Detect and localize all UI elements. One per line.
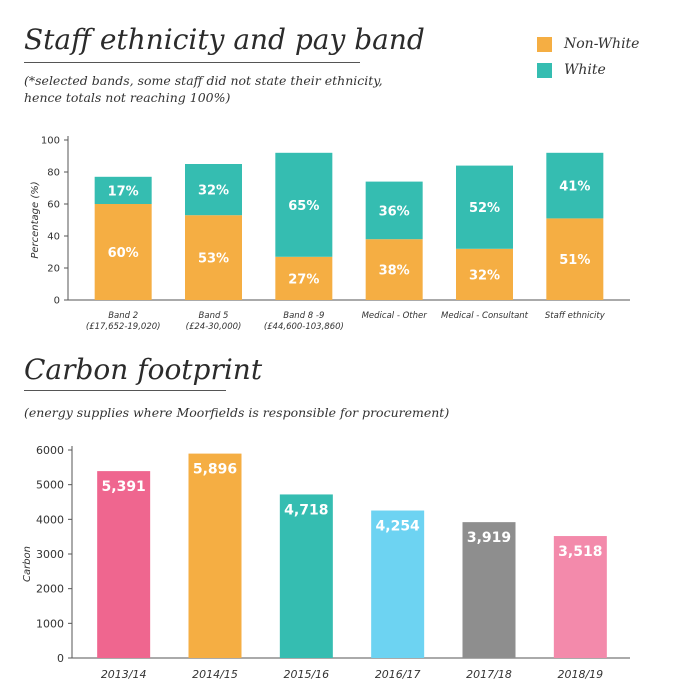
staff-x-tick-label: (£24-30,000) xyxy=(186,322,242,332)
carbon-footprint-chart: 0 1000 2000 3000 4000 5000 6000 Carbon 5,391 2013… xyxy=(22,444,630,681)
carbon-bar xyxy=(553,536,607,658)
staff-bar-white xyxy=(365,181,423,240)
staff-bar-value-label: 36% xyxy=(379,204,410,219)
staff-bar-non-white xyxy=(546,218,604,300)
carbon-bar xyxy=(462,522,516,658)
legend-item-white: White xyxy=(537,62,639,78)
carbon-bar-value-label: 3,919 xyxy=(467,530,511,546)
carbon-chart-subtitle: (energy supplies where Moorfields is res… xyxy=(24,405,450,420)
carbon-chart-title: Carbon footprint xyxy=(24,353,263,386)
staff-y-tick-label: 80 xyxy=(47,168,60,179)
staff-bar-value-label: 38% xyxy=(379,264,410,279)
carbon-y-tick-label: 5000 xyxy=(36,479,64,492)
staff-bar-white xyxy=(546,152,604,219)
staff-bar-white xyxy=(275,152,333,257)
staff-bar-value-label: 32% xyxy=(469,268,500,283)
carbon-x-tick-label: 2016/17 xyxy=(375,668,421,681)
staff-y-tick-label: 100 xyxy=(41,136,60,147)
carbon-y-tick-label: 3000 xyxy=(36,548,64,561)
staff-x-tick-label: Medical - Other xyxy=(362,311,428,321)
carbon-bar xyxy=(97,471,151,658)
staff-bar-white xyxy=(185,164,242,216)
carbon-y-axis-label: Carbon xyxy=(22,546,33,582)
staff-bar-value-label: 17% xyxy=(108,184,139,199)
staff-bar-non-white xyxy=(456,248,513,300)
staff-chart-subtitle: (*selected bands, some staff did not sta… xyxy=(24,72,424,106)
legend-swatch-white xyxy=(537,62,552,78)
staff-chart-title: Staff ethnicity and pay band xyxy=(24,23,425,56)
staff-chart-legend: Non-White White xyxy=(537,36,639,78)
staff-bar-value-label: 52% xyxy=(469,201,500,216)
carbon-bar xyxy=(371,510,425,658)
carbon-x-tick-label: 2018/19 xyxy=(557,668,603,681)
staff-subtitle-line-2: hence totals not reaching 100%) xyxy=(24,90,231,105)
staff-x-tick-label: Band 8 -9 xyxy=(283,311,324,321)
carbon-x-tick-label: 2015/16 xyxy=(283,668,329,681)
staff-bar-non-white xyxy=(94,204,152,300)
staff-x-tick-label: Band 2 xyxy=(108,311,138,321)
carbon-bar-value-label: 4,718 xyxy=(284,502,328,518)
carbon-x-tick-label: 2014/15 xyxy=(192,668,238,681)
legend-label-white: White xyxy=(564,62,606,78)
staff-y-tick-label: 0 xyxy=(54,296,60,307)
staff-x-tick-label: (£44,600-103,860) xyxy=(264,322,344,332)
staff-x-tick-label: Staff ethnicity xyxy=(545,311,606,321)
carbon-bar xyxy=(279,494,333,658)
staff-bar-value-label: 27% xyxy=(288,272,319,287)
staff-y-tick-label: 60 xyxy=(47,200,60,211)
carbon-bar-value-label: 5,896 xyxy=(193,462,237,478)
staff-bar-value-label: 60% xyxy=(108,246,139,261)
staff-subtitle-line-1: (*selected bands, some staff did not sta… xyxy=(24,73,383,88)
staff-title-rule xyxy=(24,62,360,63)
carbon-bar xyxy=(188,453,242,658)
carbon-x-tick-label: 2017/18 xyxy=(466,668,512,681)
staff-y-axis-label: Percentage (%) xyxy=(30,181,41,258)
carbon-y-tick-label: 1000 xyxy=(36,617,64,630)
carbon-bar-value-label: 5,391 xyxy=(102,479,146,495)
carbon-bar-value-label: 4,254 xyxy=(376,519,421,535)
legend-swatch-non-white xyxy=(537,36,552,52)
carbon-title-rule xyxy=(24,390,226,391)
staff-bar-value-label: 32% xyxy=(198,184,229,199)
staff-bar-white xyxy=(456,165,513,249)
legend-label-non-white: Non-White xyxy=(564,36,640,52)
staff-bar-non-white xyxy=(365,239,423,300)
carbon-y-tick-label: 4000 xyxy=(36,513,64,526)
staff-bar-non-white xyxy=(185,215,242,300)
carbon-y-tick-label: 0 xyxy=(57,652,64,665)
staff-bar-value-label: 65% xyxy=(288,199,319,214)
carbon-x-tick-label: 2013/14 xyxy=(101,668,147,681)
staff-x-tick-label: (£17,652-19,020) xyxy=(86,322,161,332)
staff-y-tick-label: 20 xyxy=(47,264,60,275)
staff-x-tick-label: Band 5 xyxy=(199,311,229,321)
carbon-y-tick-label: 6000 xyxy=(36,444,64,457)
carbon-bar-value-label: 3,518 xyxy=(558,544,602,560)
staff-bar-white xyxy=(94,176,152,204)
staff-y-tick-label: 40 xyxy=(47,232,60,243)
staff-bar-non-white xyxy=(275,256,333,300)
legend-item-non-white: Non-White xyxy=(537,36,639,52)
staff-bar-value-label: 51% xyxy=(559,253,590,268)
staff-bar-value-label: 53% xyxy=(198,252,229,267)
staff-x-tick-label: Medical - Consultant xyxy=(441,311,529,321)
carbon-y-tick-label: 2000 xyxy=(36,583,64,596)
staff-bar-value-label: 41% xyxy=(559,180,590,195)
